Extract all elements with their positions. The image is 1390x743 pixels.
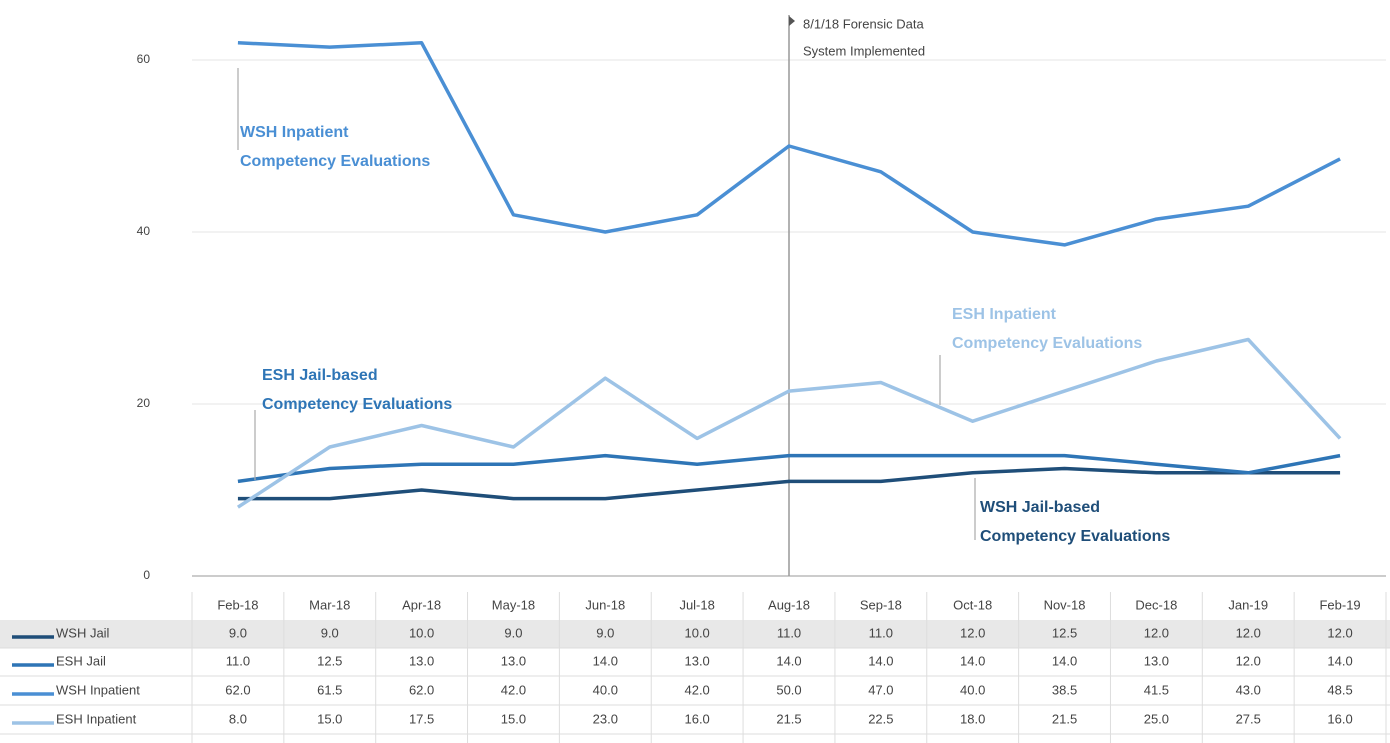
- table-value: 12.5: [317, 653, 342, 668]
- table-value: 9.0: [596, 625, 614, 640]
- table-value: 41.5: [1144, 682, 1169, 697]
- legend-label: ESH Inpatient: [56, 711, 137, 726]
- annotation: Competency Evaluations: [952, 335, 1142, 352]
- annotation: WSH Inpatient: [240, 124, 349, 141]
- table-value: 16.0: [1327, 711, 1352, 726]
- x-tick-label: Sep-18: [860, 597, 902, 612]
- table-value: 14.0: [960, 653, 985, 668]
- x-tick-label: Oct-18: [953, 597, 992, 612]
- annotation: ESH Jail-based: [262, 367, 378, 384]
- x-tick-label: Dec-18: [1135, 597, 1177, 612]
- table-value: 62.0: [225, 682, 250, 697]
- table-value: 14.0: [868, 653, 893, 668]
- x-tick-label: Jul-18: [679, 597, 714, 612]
- table-value: 61.5: [317, 682, 342, 697]
- annotation: Competency Evaluations: [240, 153, 430, 170]
- table-value: 10.0: [684, 625, 709, 640]
- table-value: 9.0: [321, 625, 339, 640]
- table-row-shade: [0, 620, 1390, 648]
- legend-label: ESH Jail: [56, 653, 106, 668]
- legend-label: WSH Inpatient: [56, 682, 140, 697]
- table-value: 50.0: [776, 682, 801, 697]
- event-text: System Implemented: [803, 43, 925, 58]
- x-tick-label: Mar-18: [309, 597, 350, 612]
- table-value: 16.0: [684, 711, 709, 726]
- table-value: 38.5: [1052, 682, 1077, 697]
- series-line: [236, 337, 1342, 509]
- annotation: ESH Inpatient: [952, 306, 1057, 323]
- table-value: 9.0: [504, 625, 522, 640]
- x-tick-label: Jun-18: [585, 597, 625, 612]
- y-tick-label: 20: [137, 396, 151, 410]
- table-value: 22.5: [868, 711, 893, 726]
- table-value: 42.0: [501, 682, 526, 697]
- table-value: 23.0: [593, 711, 618, 726]
- y-tick-label: 0: [143, 568, 150, 582]
- table-value: 14.0: [776, 653, 801, 668]
- table-value: 15.0: [317, 711, 342, 726]
- table-value: 13.0: [684, 653, 709, 668]
- table-value: 25.0: [1144, 711, 1169, 726]
- table-value: 18.0: [960, 711, 985, 726]
- table-value: 12.0: [1327, 625, 1352, 640]
- table-value: 12.0: [960, 625, 985, 640]
- table-value: 8.0: [229, 711, 247, 726]
- table-value: 21.5: [776, 711, 801, 726]
- table-value: 14.0: [1327, 653, 1352, 668]
- table-value: 12.0: [1236, 625, 1261, 640]
- series-line: [237, 466, 1341, 501]
- series-line: [237, 453, 1341, 484]
- table-value: 12.0: [1144, 625, 1169, 640]
- table-value: 9.0: [229, 625, 247, 640]
- legend-label: WSH Jail: [56, 625, 110, 640]
- table-value: 48.5: [1327, 682, 1352, 697]
- event-arrow: [789, 16, 795, 26]
- series-line: [237, 41, 1341, 247]
- x-tick-label: Apr-18: [402, 597, 441, 612]
- table-value: 11.0: [226, 653, 250, 668]
- table-value: 13.0: [1144, 653, 1169, 668]
- table-value: 14.0: [1052, 653, 1077, 668]
- x-tick-label: Nov-18: [1044, 597, 1086, 612]
- table-value: 40.0: [960, 682, 985, 697]
- annotation: WSH Jail-based: [980, 499, 1100, 516]
- table-value: 27.5: [1236, 711, 1261, 726]
- table-value: 13.0: [501, 653, 526, 668]
- table-value: 15.0: [501, 711, 526, 726]
- table-value: 12.0: [1236, 653, 1261, 668]
- table-value: 62.0: [409, 682, 434, 697]
- y-tick-label: 60: [137, 52, 151, 66]
- table-value: 13.0: [409, 653, 434, 668]
- y-tick-label: 40: [137, 224, 151, 238]
- table-value: 43.0: [1236, 682, 1261, 697]
- table-value: 14.0: [593, 653, 618, 668]
- x-tick-label: Aug-18: [768, 597, 810, 612]
- table-value: 12.5: [1052, 625, 1077, 640]
- table-value: 42.0: [684, 682, 709, 697]
- table-value: 17.5: [409, 711, 434, 726]
- annotation: Competency Evaluations: [980, 528, 1170, 545]
- table-value: 11.0: [777, 625, 801, 640]
- annotation: Competency Evaluations: [262, 396, 452, 413]
- x-tick-label: Feb-19: [1319, 597, 1360, 612]
- event-text: 8/1/18 Forensic Data: [803, 16, 924, 31]
- table-value: 47.0: [868, 682, 893, 697]
- x-tick-label: May-18: [492, 597, 535, 612]
- table-value: 11.0: [869, 625, 893, 640]
- table-value: 40.0: [593, 682, 618, 697]
- table-value: 10.0: [409, 625, 434, 640]
- table-value: 21.5: [1052, 711, 1077, 726]
- x-tick-label: Jan-19: [1228, 597, 1268, 612]
- x-tick-label: Feb-18: [217, 597, 258, 612]
